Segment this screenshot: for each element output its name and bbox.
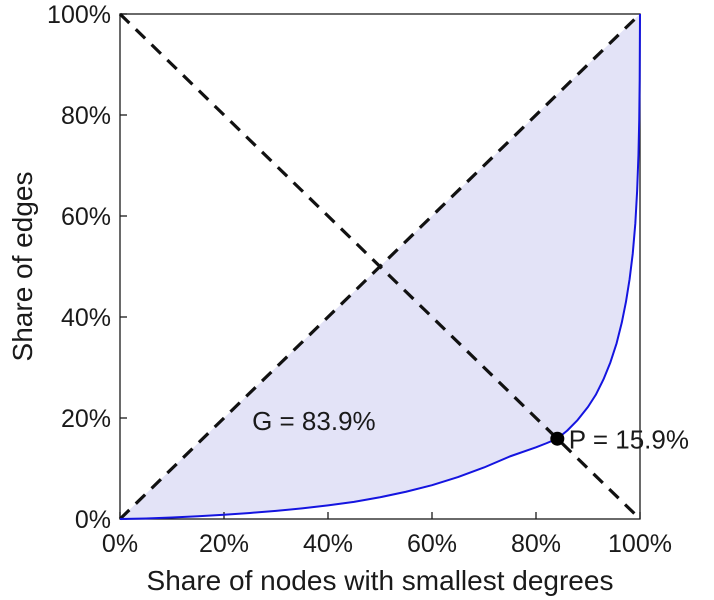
- x-tick-label: 100%: [608, 530, 672, 558]
- y-tick-label: 40%: [61, 304, 111, 332]
- y-tick-label: 60%: [61, 203, 111, 231]
- gini-annotation: G = 83.9%: [252, 406, 376, 436]
- plot-area: 0% 20% 40% 60% 80% 100% 0% 20% 40% 60% 80% 100%: [47, 1, 672, 558]
- y-tick-label: 80%: [61, 102, 111, 130]
- y-tick-label: 0%: [75, 506, 111, 534]
- y-axis-label: Share of edges: [7, 172, 38, 362]
- x-tick-label: 60%: [407, 530, 457, 558]
- y-tick-label: 20%: [61, 405, 111, 433]
- plot-box: [119, 13, 641, 520]
- x-axis-label: Share of nodes with smallest degrees: [147, 565, 614, 596]
- y-tick-label: 100%: [47, 1, 111, 29]
- x-tick-label: 20%: [199, 530, 249, 558]
- x-tick-label: 0%: [102, 530, 138, 558]
- p-annotation: P = 15.9%: [569, 424, 689, 454]
- x-tick-label: 80%: [511, 530, 561, 558]
- intersection-point-marker: [550, 431, 565, 446]
- x-tick-label: 40%: [303, 530, 353, 558]
